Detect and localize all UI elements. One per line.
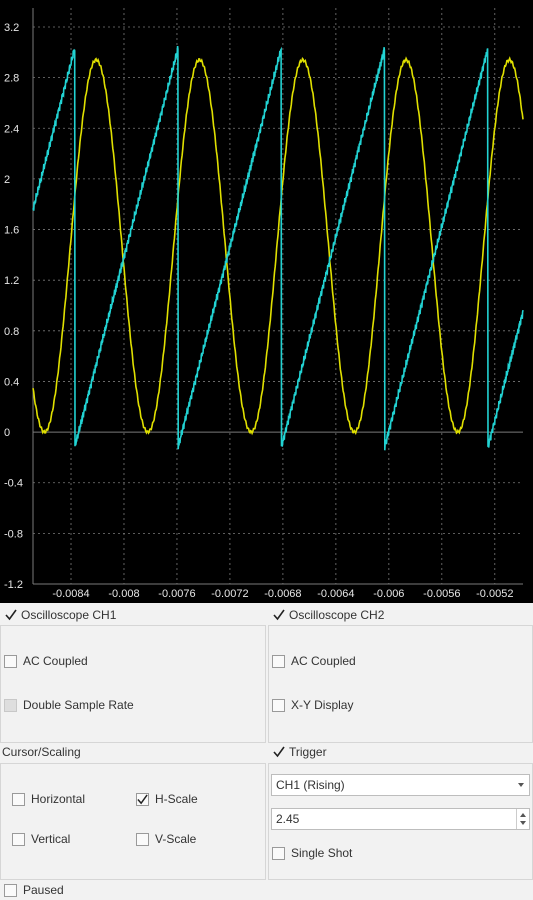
y-tick-label: -1.2 <box>4 579 23 591</box>
checkbox-icon <box>12 792 25 806</box>
ch2-xy-display-checkbox[interactable]: X-Y Display <box>272 697 353 713</box>
ch2-ac-coupled-checkbox[interactable]: AC Coupled <box>272 653 356 669</box>
h-scale-checkbox[interactable]: H-Scale <box>136 791 198 807</box>
checkbox-icon <box>272 654 285 668</box>
chevron-down-icon <box>518 783 524 787</box>
ch2-ac-coupled-label: AC Coupled <box>291 654 356 668</box>
y-tick-label: 2.4 <box>4 123 19 135</box>
vertical-cursor-checkbox[interactable]: Vertical <box>12 831 70 847</box>
h-scale-label: H-Scale <box>155 792 198 806</box>
ch1-panel: Oscilloscope CH1 AC Coupled Double Sampl… <box>0 603 266 743</box>
ch2-xy-display-label: X-Y Display <box>291 698 354 712</box>
x-tick-label: -0.0064 <box>317 588 354 600</box>
horizontal-cursor-checkbox[interactable]: Horizontal <box>12 791 85 807</box>
y-tick-label: 0.8 <box>4 326 19 338</box>
checkbox-icon <box>4 883 17 897</box>
checkbox-checked-icon <box>136 792 149 806</box>
checkmark-icon <box>272 746 285 759</box>
x-tick-label: -0.0076 <box>158 588 195 600</box>
ch1-enable-toggle[interactable]: Oscilloscope CH1 <box>4 607 116 623</box>
x-tick-label: -0.0068 <box>264 588 301 600</box>
oscilloscope-plot[interactable]: 3.2 2.8 2.4 2 1.6 1.2 0.8 0.4 0 -0.4 -0.8 -1.2 -0.0… <box>0 0 533 603</box>
x-tick-label: -0.0084 <box>52 588 89 600</box>
x-tick-label: -0.0072 <box>211 588 248 600</box>
ch1-trace <box>32 56 524 436</box>
checkmark-icon <box>272 609 285 622</box>
y-tick-label: -0.8 <box>4 528 23 540</box>
trigger-level-value: 2.45 <box>276 812 300 826</box>
x-tick-label: -0.008 <box>108 588 139 600</box>
x-tick-label: -0.006 <box>373 588 404 600</box>
cursor-title-label: Cursor/Scaling <box>2 745 81 759</box>
trigger-level-spinbox[interactable]: 2.45 <box>271 808 530 830</box>
cursor-panel: Cursor/Scaling Horizontal Vertical H-Sca… <box>0 743 266 880</box>
ch1-double-rate-label: Double Sample Rate <box>23 698 134 712</box>
checkbox-icon <box>12 832 25 846</box>
ch2-panel: Oscilloscope CH2 AC Coupled X-Y Display <box>268 603 533 743</box>
y-tick-label: 0.4 <box>4 376 19 388</box>
y-tick-label: 1.2 <box>4 275 19 287</box>
x-tick-label: -0.0056 <box>423 588 460 600</box>
ch1-options-box <box>0 625 266 743</box>
checkbox-icon <box>4 698 17 712</box>
single-shot-label: Single Shot <box>291 846 353 860</box>
checkmark-icon <box>4 609 17 622</box>
y-tick-label: 2.8 <box>4 73 19 85</box>
cursor-title: Cursor/Scaling <box>2 744 81 760</box>
paused-label: Paused <box>23 883 64 897</box>
ch1-double-rate-checkbox[interactable]: Double Sample Rate <box>4 697 134 713</box>
ch1-ac-coupled-checkbox[interactable]: AC Coupled <box>4 653 88 669</box>
ch1-title: Oscilloscope CH1 <box>21 608 117 622</box>
single-shot-checkbox[interactable]: Single Shot <box>272 845 352 861</box>
horizontal-cursor-label: Horizontal <box>31 792 86 806</box>
checkbox-icon <box>272 846 285 860</box>
trigger-title: Trigger <box>289 745 327 759</box>
trigger-source-value: CH1 (Rising) <box>276 778 345 792</box>
ch2-enable-toggle[interactable]: Oscilloscope CH2 <box>272 607 384 623</box>
y-tick-label: 3.2 <box>4 22 19 34</box>
v-scale-label: V-Scale <box>155 832 197 846</box>
y-tick-label: 1.6 <box>4 225 19 237</box>
ch2-options-box <box>268 625 533 743</box>
y-tick-label: 0 <box>4 427 10 439</box>
trigger-source-select[interactable]: CH1 (Rising) <box>271 774 530 796</box>
paused-checkbox[interactable]: Paused <box>4 882 64 898</box>
checkbox-icon <box>4 654 17 668</box>
checkbox-icon <box>136 832 149 846</box>
ch1-ac-coupled-label: AC Coupled <box>23 654 88 668</box>
cursor-options-box <box>0 763 266 880</box>
checkbox-icon <box>272 698 285 712</box>
x-tick-label: -0.0052 <box>476 588 513 600</box>
y-tick-label: -0.4 <box>4 478 23 490</box>
trigger-panel: Trigger CH1 (Rising) 2.45 Single Shot <box>268 743 533 880</box>
v-scale-checkbox[interactable]: V-Scale <box>136 831 196 847</box>
spinner-arrows-icon[interactable] <box>516 809 529 829</box>
ch2-title: Oscilloscope CH2 <box>289 608 385 622</box>
trigger-enable-toggle[interactable]: Trigger <box>272 744 327 760</box>
y-tick-label: 2 <box>4 174 10 186</box>
vertical-cursor-label: Vertical <box>31 832 71 846</box>
ch2-trace <box>32 46 524 451</box>
